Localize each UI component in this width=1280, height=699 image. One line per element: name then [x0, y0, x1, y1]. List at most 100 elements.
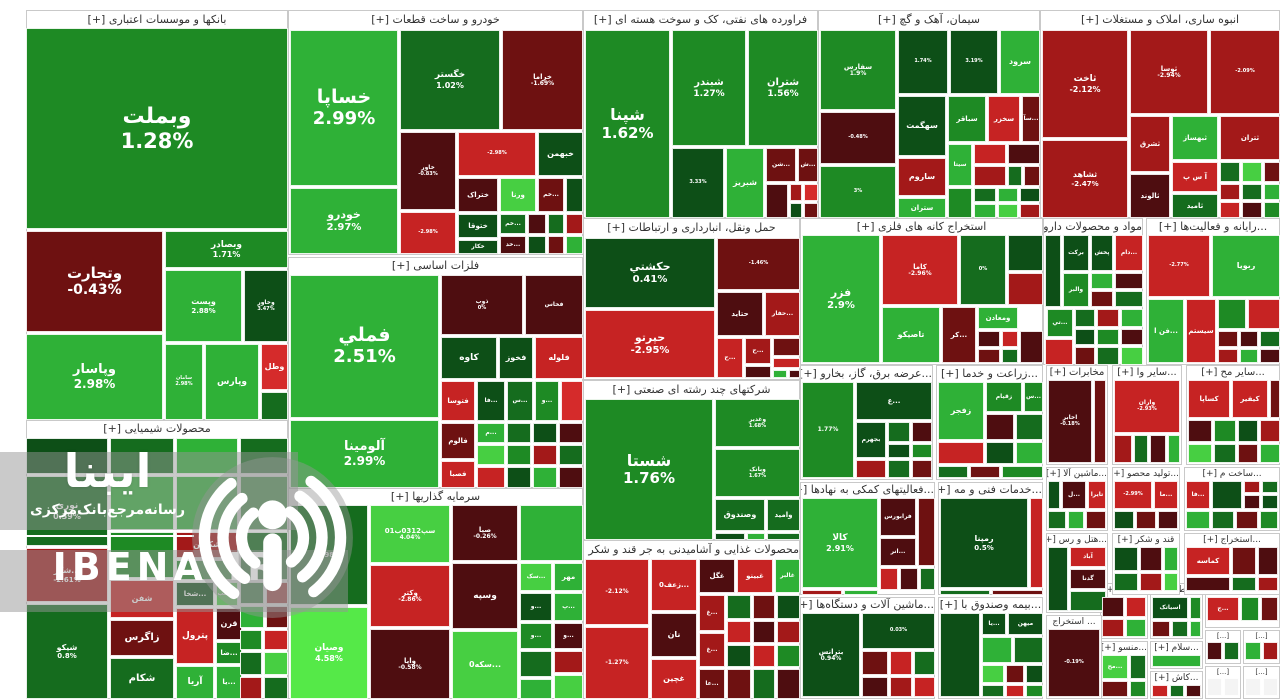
stock-tile[interactable] — [110, 476, 174, 530]
stock-tile-ختوقا[interactable]: ختوقا — [458, 214, 498, 238]
stock-tile[interactable] — [1048, 511, 1066, 529]
stock-tile-ساروم[interactable]: ساروم — [898, 158, 946, 196]
sector-header-realestate[interactable]: انبوه ساری، املاک و مستغلات [+] — [1041, 11, 1279, 29]
stock-tile[interactable] — [559, 445, 583, 465]
stock-tile[interactable] — [554, 675, 583, 699]
stock-tile-فملي[interactable]: فملي 2.51% — [290, 275, 439, 418]
stock-tile[interactable] — [1170, 685, 1184, 697]
sector-header-investments[interactable]: سرمایه گذاریها [+] — [289, 489, 582, 504]
sector-header-micro-3[interactable]: [...] — [1206, 667, 1240, 677]
stock-tile[interactable] — [1075, 309, 1095, 327]
sector-header-micro-1[interactable]: [...] — [1206, 631, 1240, 641]
stock-tile[interactable] — [1136, 511, 1156, 529]
stock-tile[interactable] — [1102, 681, 1128, 697]
stock-tile-کالا[interactable]: کالا 2.91% — [802, 498, 878, 588]
stock-tile-تایرا[interactable]: تایرا — [1088, 481, 1106, 509]
stock-tile-زفجر[interactable]: زفجر — [938, 382, 984, 440]
stock-tile[interactable] — [888, 422, 910, 442]
stock-tile-...ج[interactable]: ...ج — [1207, 597, 1239, 621]
stock-tile[interactable] — [520, 505, 583, 561]
stock-tile[interactable] — [1218, 349, 1238, 363]
stock-tile[interactable] — [176, 560, 238, 580]
stock-tile-...س[interactable]: ...س — [507, 381, 533, 421]
stock-tile-خودرو[interactable]: خودرو 2.97% — [290, 188, 398, 254]
stock-tile[interactable] — [1020, 331, 1043, 363]
stock-tile-آ س پ[interactable]: آ س پ — [1172, 162, 1218, 192]
stock-tile[interactable] — [566, 178, 583, 212]
stock-tile[interactable] — [1020, 204, 1040, 218]
stock-tile[interactable] — [998, 188, 1018, 202]
stock-tile[interactable] — [777, 621, 800, 643]
stock-tile-ثبهساز[interactable]: ثبهساز — [1172, 116, 1218, 160]
stock-tile[interactable] — [1164, 573, 1178, 591]
stock-tile[interactable] — [753, 595, 775, 619]
stock-tile-ثتران[interactable]: ثتران — [1220, 116, 1280, 160]
stock-tile-زقیام[interactable]: زقیام — [986, 382, 1022, 412]
stock-tile-وپست[interactable]: وپست 2.88% — [165, 270, 242, 342]
stock-tile-...غ[interactable]: ...غ — [699, 595, 725, 631]
stock-tile[interactable] — [804, 184, 818, 201]
stock-tile[interactable] — [1270, 380, 1280, 418]
stock-tile-شفن[interactable]: شفن — [110, 580, 174, 618]
stock-tile[interactable] — [940, 613, 980, 697]
stock-tile[interactable] — [1114, 573, 1138, 591]
stock-tile-حکشتي[interactable]: حکشتي 0.41% — [585, 238, 715, 308]
stock-tile-ومعادن[interactable]: ومعادن — [978, 307, 1018, 329]
stock-tile-سرود[interactable]: سرود — [1000, 30, 1040, 94]
stock-tile[interactable] — [1130, 655, 1146, 679]
stock-tile[interactable]: 3.98% — [290, 505, 368, 605]
stock-tile[interactable] — [240, 582, 264, 604]
stock-tile[interactable] — [1030, 498, 1043, 588]
stock-tile-شکام[interactable]: شکام — [110, 658, 174, 699]
stock-tile[interactable] — [548, 236, 564, 254]
stock-tile-ثامید[interactable]: ثامید — [1172, 194, 1218, 218]
stock-tile[interactable] — [1048, 481, 1060, 509]
stock-tile[interactable] — [1026, 665, 1043, 683]
stock-tile[interactable] — [559, 423, 583, 443]
stock-tile[interactable] — [1214, 420, 1236, 442]
stock-tile[interactable] — [1238, 444, 1258, 463]
sector-header-oil[interactable]: فراورده های نفتی، کک و سوخت هسته ای [+] — [584, 11, 817, 29]
stock-tile[interactable] — [1045, 235, 1061, 307]
stock-tile[interactable] — [978, 331, 1000, 347]
stock-tile-حپرتو[interactable]: حپرتو -2.95% — [585, 310, 715, 378]
stock-tile[interactable] — [802, 590, 842, 595]
sector-header-computer[interactable]: ...رایانه و فعالیت‌ها [+] — [1147, 219, 1279, 234]
stock-tile-...ح[interactable]: ...ح — [745, 338, 771, 364]
stock-tile-...شخا[interactable]: ...شخا — [176, 582, 214, 606]
stock-tile-برکت[interactable]: برکت — [1063, 235, 1089, 271]
stock-tile-اخابر[interactable]: اخابر -0.18% — [1048, 380, 1092, 463]
stock-tile[interactable]: -0.19% — [1048, 629, 1100, 697]
stock-tile-سامان[interactable]: سامان 2.98% — [165, 344, 203, 420]
stock-tile-فزر[interactable]: فزر 2.9% — [802, 235, 880, 363]
stock-tile-...خد[interactable]: ...خد — [500, 236, 526, 254]
stock-tile[interactable] — [1097, 347, 1119, 365]
stock-tile[interactable] — [745, 366, 771, 378]
stock-tile[interactable] — [554, 651, 583, 673]
stock-tile-کساپا[interactable]: کساپا — [1188, 380, 1230, 418]
stock-tile[interactable] — [982, 637, 1012, 663]
stock-tile-غبینو[interactable]: غبینو — [737, 559, 773, 593]
stock-tile[interactable] — [1091, 291, 1113, 307]
stock-tile-میهن[interactable]: میهن — [1008, 613, 1043, 635]
stock-tile[interactable] — [1024, 166, 1040, 186]
stock-tile[interactable] — [1258, 547, 1278, 575]
stock-tile[interactable]: 1.74% — [898, 30, 948, 94]
stock-tile[interactable]: 1.77% — [802, 382, 854, 478]
stock-tile[interactable] — [1114, 511, 1134, 529]
stock-tile-رمپنا[interactable]: رمپنا 0.5% — [940, 498, 1028, 588]
stock-tile-ربویا[interactable]: ربویا — [1212, 235, 1280, 297]
stock-tile-ثاخت[interactable]: ثاخت -2.12% — [1042, 30, 1128, 138]
stock-tile-نان[interactable]: نان — [651, 613, 697, 657]
stock-tile[interactable] — [1008, 144, 1040, 164]
stock-tile-غالبر[interactable]: غالبر — [775, 559, 800, 593]
stock-tile[interactable] — [918, 498, 935, 566]
sector-header-machinery[interactable]: ...ماشین آلات و دستگاه‌ها [+] — [801, 598, 934, 612]
stock-tile[interactable] — [1260, 444, 1280, 463]
stock-tile-شبریز[interactable]: شبریز — [726, 148, 764, 218]
stock-tile-آلومینا[interactable]: آلومینا 2.99% — [290, 420, 439, 488]
stock-tile[interactable]: -2.98% — [458, 132, 536, 176]
sector-header-pharma[interactable]: مواد و محصولات دارویی [+] — [1044, 219, 1142, 234]
stock-tile-...شب[interactable]: ...شب — [216, 582, 238, 606]
stock-tile[interactable] — [1068, 511, 1084, 529]
